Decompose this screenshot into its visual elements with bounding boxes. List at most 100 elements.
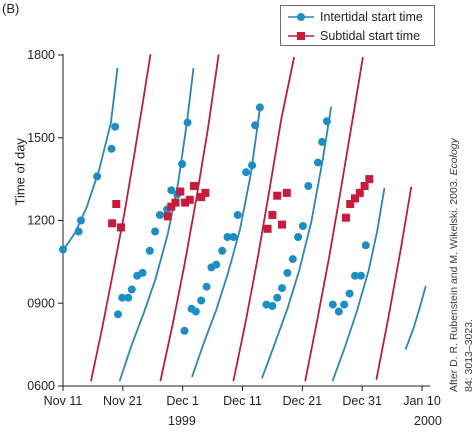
data-points <box>59 103 374 335</box>
y-tick-label: 1200 <box>27 214 55 228</box>
subtidal-point <box>365 175 374 184</box>
subtidal-point <box>171 198 180 207</box>
intertidal-point <box>273 293 282 302</box>
legend: Intertidal start time Subtidal start tim… <box>280 5 435 46</box>
intertidal-point <box>255 103 264 112</box>
subtidal-point <box>176 187 185 196</box>
tide-curves <box>62 54 427 382</box>
intertidal-curve <box>118 67 195 382</box>
subtidal-curve <box>375 186 413 380</box>
intertidal-point <box>268 302 277 310</box>
subtidal-point <box>201 188 210 197</box>
intertidal-point <box>233 211 242 219</box>
intertidal-point <box>124 293 133 302</box>
subtidal-point <box>282 188 291 197</box>
subtidal-curve <box>232 56 295 382</box>
y-tick-label: 0600 <box>27 379 55 393</box>
subtidal-point <box>278 220 286 229</box>
intertidal-curve <box>331 187 386 382</box>
x-tick-label: Dec 1 <box>166 394 199 408</box>
intertidal-point <box>322 117 331 126</box>
x-tick-label: Nov 21 <box>103 394 143 408</box>
subtidal-point <box>112 200 121 208</box>
intertidal-point <box>294 233 303 241</box>
intertidal-curve <box>62 67 119 252</box>
intertidal-point <box>118 293 127 302</box>
intertidal-point <box>357 271 365 280</box>
year-label-2000: 2000 <box>414 414 442 428</box>
intertidal-curve <box>404 285 427 350</box>
intertidal-point <box>345 289 354 298</box>
intertidal-point <box>361 241 370 250</box>
subtidal-point <box>351 194 359 203</box>
intertidal-point <box>178 160 187 168</box>
intertidal-point <box>197 296 206 305</box>
x-tick-label: Nov 11 <box>44 394 83 408</box>
axes: 0600 0900 1200 1500 1800 Nov 11 Nov 21 Dec 1 Dec… <box>27 48 441 408</box>
subtidal-point <box>263 224 272 233</box>
intertidal-point <box>155 211 164 219</box>
intertidal-point <box>167 186 176 195</box>
year-label-1999: 1999 <box>168 414 196 428</box>
subtidal-curve <box>90 54 152 382</box>
intertidal-point <box>328 300 337 309</box>
panel-label: (B) <box>2 1 20 16</box>
intertidal-point <box>351 271 359 280</box>
subtidal-point <box>190 182 198 190</box>
intertidal-point <box>242 168 251 177</box>
subtidal-point <box>197 193 206 202</box>
subtidal-point <box>117 223 125 232</box>
intertidal-point <box>278 284 286 293</box>
intertidal-curve <box>261 106 332 379</box>
intertidal-point <box>288 255 297 264</box>
intertidal-point <box>283 268 292 277</box>
intertidal-point <box>318 137 327 146</box>
x-tick-label: Dec 11 <box>223 394 262 408</box>
intertidal-point <box>304 182 313 190</box>
credit-line-1: After D. R. Rubenstein and M. Wikelski. … <box>448 138 460 392</box>
intertidal-point <box>93 172 102 181</box>
subtidal-point <box>108 219 117 228</box>
x-tick-label: Jan 10 <box>403 394 441 408</box>
y-tick-label: 1800 <box>27 48 55 62</box>
y-tick-label: 1500 <box>27 131 55 145</box>
x-tick-label: Dec 21 <box>283 394 323 408</box>
intertidal-point <box>127 285 136 294</box>
intertidal-point <box>212 260 221 269</box>
subtidal-point <box>360 182 369 190</box>
intertidal-point <box>145 246 154 255</box>
intertidal-point <box>151 227 160 236</box>
subtidal-curve <box>159 54 220 382</box>
subtidal-point <box>346 200 355 208</box>
legend-intertidal-marker <box>288 13 314 21</box>
subtidal-point <box>181 198 190 207</box>
intertidal-point <box>74 227 83 236</box>
intertidal-point <box>334 307 343 316</box>
legend-entry-intertidal: Intertidal start time <box>287 8 423 26</box>
intertidal-point <box>298 222 307 230</box>
subtidal-point <box>342 213 350 222</box>
intertidal-point <box>191 307 200 316</box>
intertidal-point <box>340 300 349 309</box>
intertidal-curve <box>191 107 261 378</box>
intertidal-point <box>183 118 192 127</box>
intertidal-point <box>202 282 211 291</box>
legend-label-intertidal: Intertidal start time <box>320 10 423 24</box>
subtidal-point <box>185 195 194 204</box>
intertidal-point <box>111 122 120 131</box>
intertidal-point <box>262 300 271 309</box>
legend-subtidal-marker <box>288 32 314 40</box>
intertidal-point <box>218 246 227 255</box>
y-tick-label: 0900 <box>27 296 55 310</box>
subtidal-point <box>273 191 282 200</box>
intertidal-point <box>77 216 85 225</box>
legend-label-subtidal: Subtidal start time <box>320 29 421 43</box>
intertidal-point <box>180 326 189 335</box>
intertidal-point <box>313 158 322 167</box>
x-tick-label: Dec 31 <box>342 394 382 408</box>
subtidal-curve <box>304 56 364 382</box>
source-credit: After D. R. Rubenstein and M. Wikelski. … <box>447 62 474 392</box>
intertidal-point <box>229 233 238 241</box>
